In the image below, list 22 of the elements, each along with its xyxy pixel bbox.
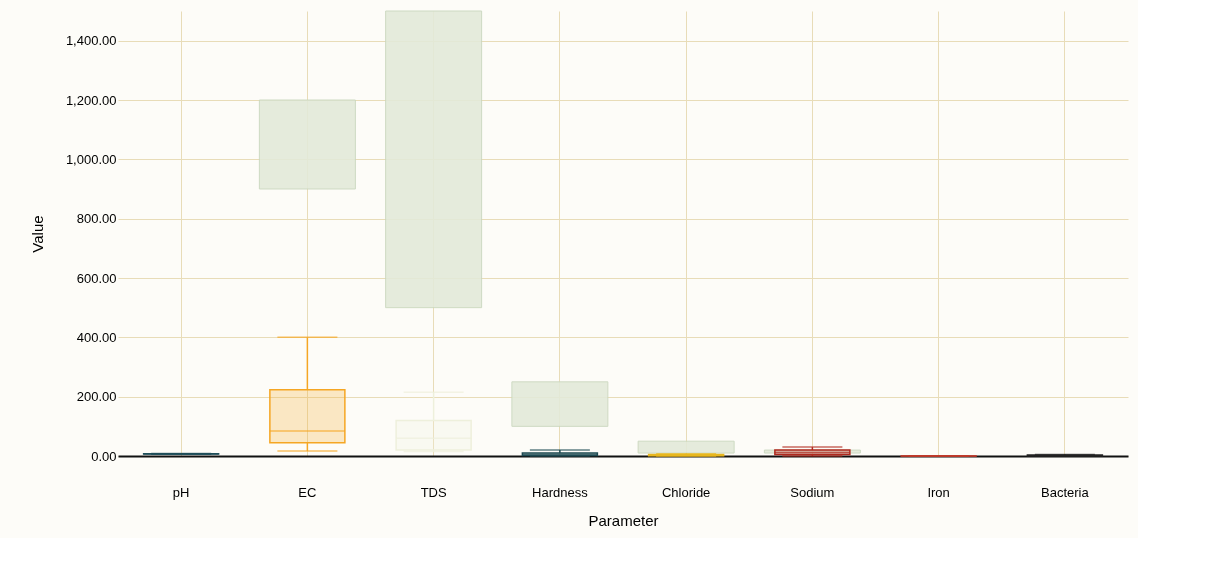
x-tick-label: Chloride [661,484,711,500]
y-tick-label: 800.00 [76,211,117,227]
x-tick-label: TDS [420,484,447,500]
x-tick-label: Hardness [532,484,589,500]
y-tick-label: 0.00 [91,448,117,464]
y-tick-label: 200.00 [76,389,117,405]
x-tick-label: Iron [927,484,950,500]
x-tick-label: Bacteria [1041,484,1090,500]
x-tick-label: Sodium [790,484,835,500]
bar [511,381,609,427]
y-tick-label: 1,400.00 [65,33,117,49]
x-tick-label: pH [172,484,190,500]
y-tick-label: 1,200.00 [65,92,117,108]
y-tick-label: 600.00 [76,270,117,286]
bar [385,10,483,309]
x-axis-title: Parameter [588,511,659,529]
bar [258,99,356,190]
bar [637,440,735,454]
y-tick-label: 400.00 [76,329,117,345]
y-axis-title: Value [28,215,46,253]
y-tick-label: 1,000.00 [65,151,117,167]
x-tick-label: EC [298,484,317,500]
